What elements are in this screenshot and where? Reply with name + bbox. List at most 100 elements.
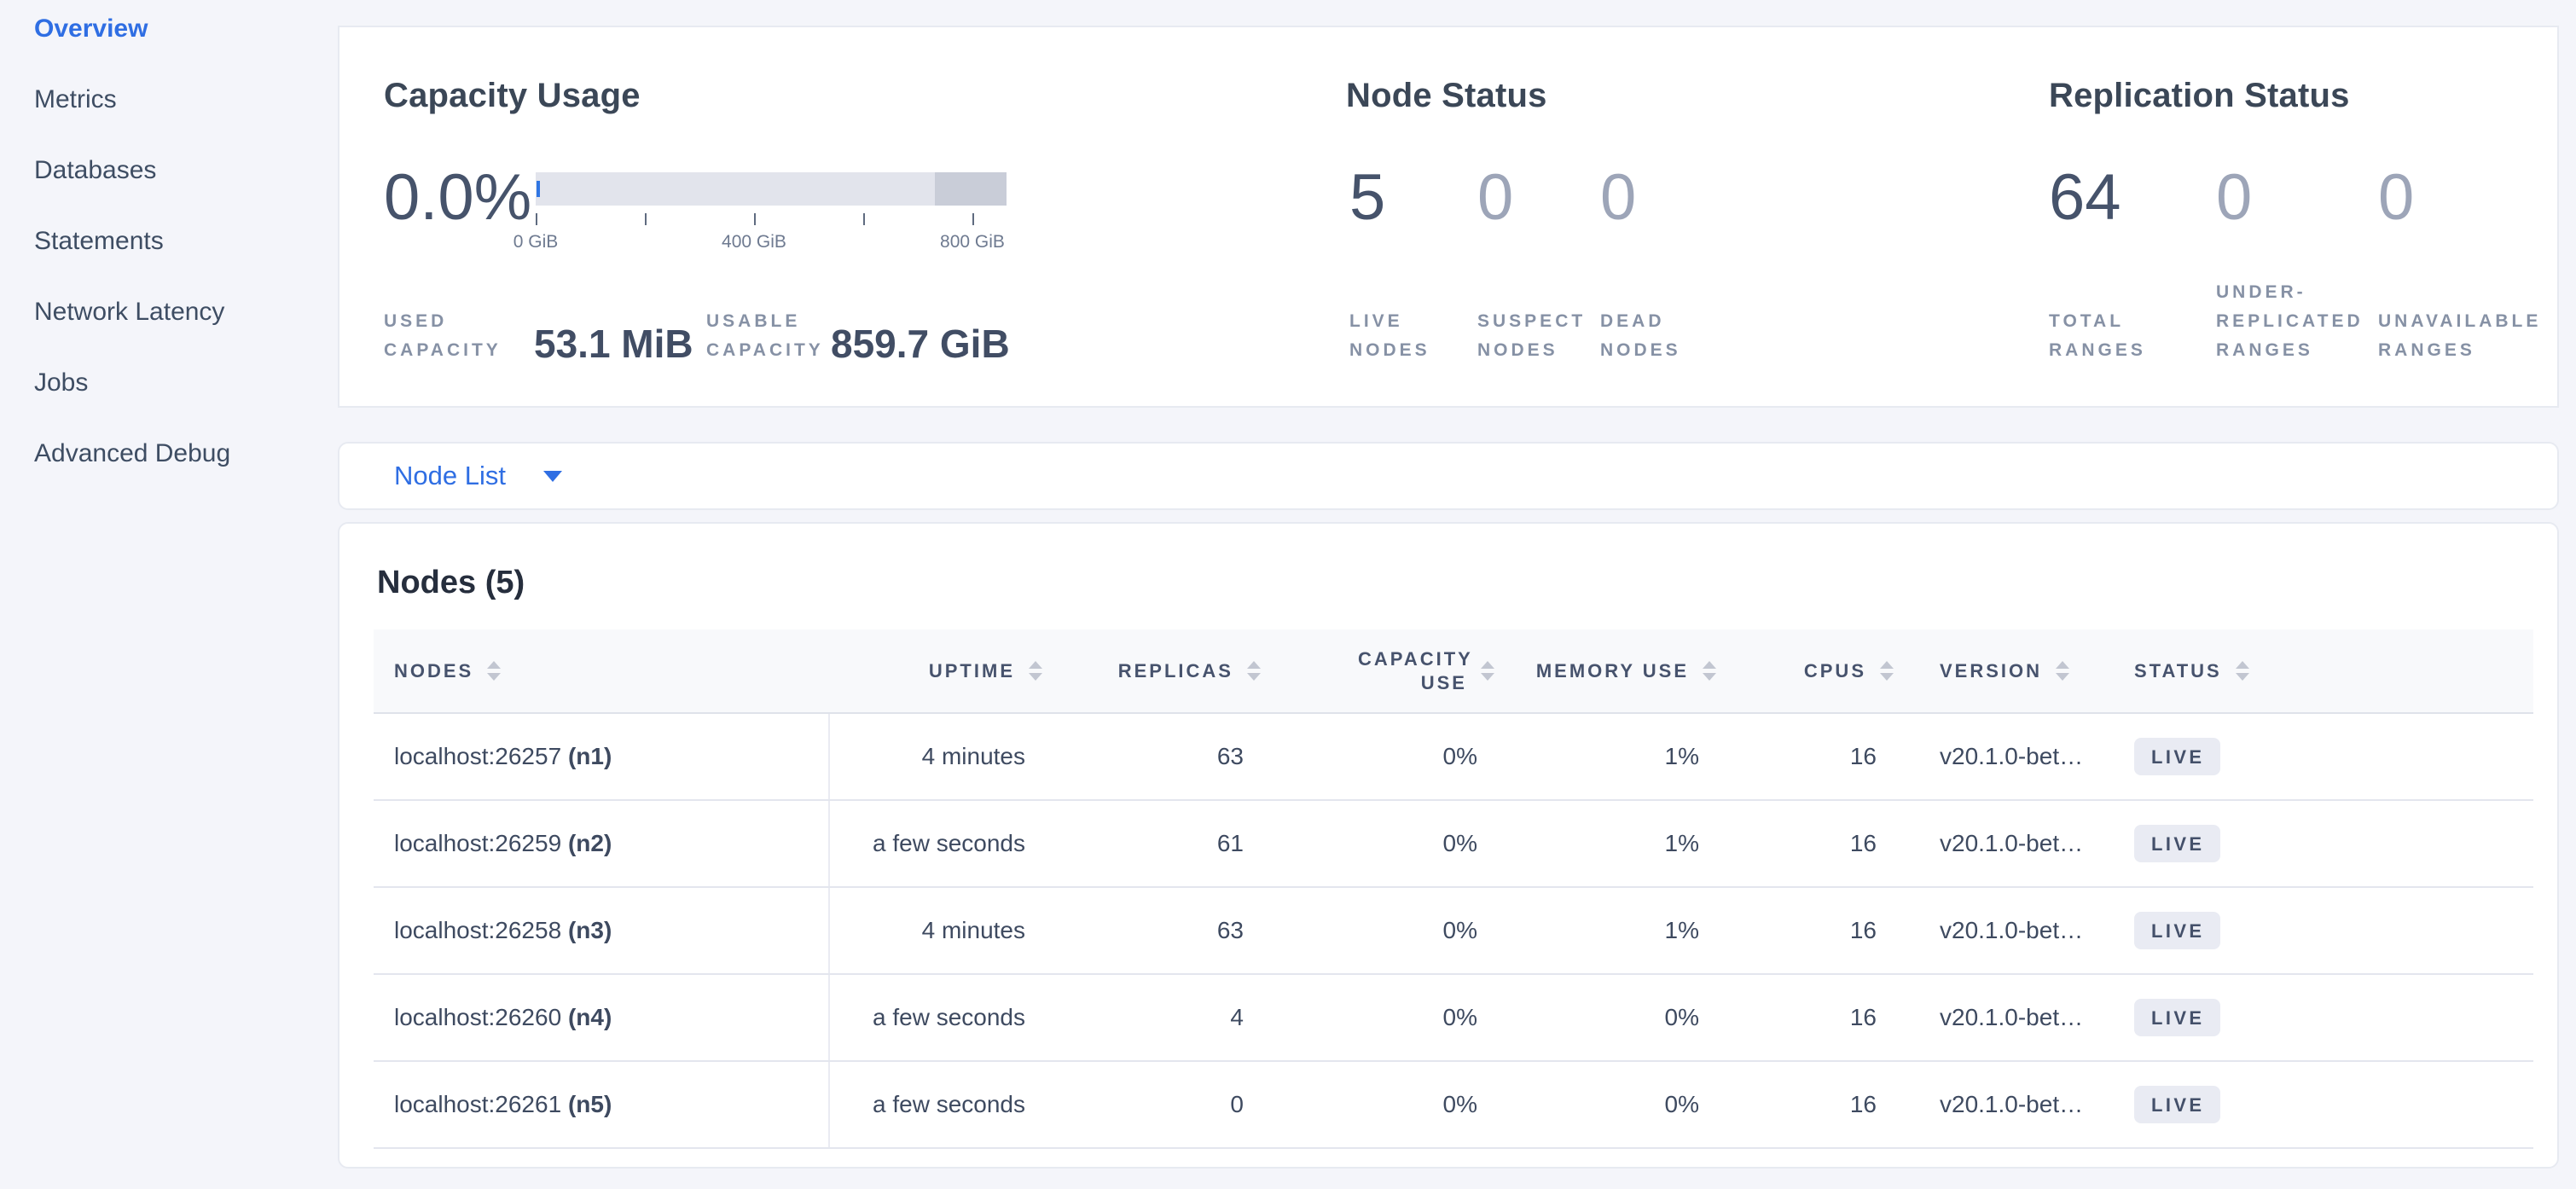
- table-header-row: NODES UPTIME REPLICAS: [374, 629, 2533, 714]
- node-id: (n4): [567, 1004, 612, 1030]
- memory-use-cell: 0%: [1498, 1061, 1720, 1149]
- table-row[interactable]: localhost:26260 (n4) a few seconds 4 0% …: [374, 974, 2533, 1062]
- usable-capacity-value: 859.7 GiB: [831, 322, 1010, 366]
- node-id: (n2): [567, 830, 612, 856]
- status-badge: LIVE: [2134, 912, 2220, 949]
- sidebar-item-advanced-debug[interactable]: Advanced Debug: [34, 439, 231, 467]
- memory-use-cell: 0%: [1498, 974, 1720, 1062]
- suspect-nodes-count: 0: [1477, 161, 1514, 234]
- unavailable-ranges-label: UNAVAILABLE RANGES: [2378, 311, 2542, 360]
- node-list-dropdown[interactable]: Node List: [339, 444, 2557, 508]
- node-address[interactable]: localhost:26260: [394, 1004, 562, 1030]
- cpus-cell: 16: [1720, 713, 1897, 801]
- cpus-cell: 16: [1720, 974, 1897, 1062]
- status-badge: LIVE: [2134, 825, 2220, 862]
- under-replicated-ranges-label: UNDER-REPLICATED RANGES: [2216, 282, 2364, 360]
- version-cell: v20.1.0-bet…: [1897, 887, 2110, 975]
- column-header-nodes[interactable]: NODES: [374, 629, 829, 714]
- live-nodes-count: 5: [1349, 161, 1386, 234]
- capacity-use-cell: 0%: [1264, 1061, 1498, 1149]
- replicas-cell: 4: [1046, 974, 1264, 1062]
- sort-icon[interactable]: [1703, 661, 1716, 681]
- sort-icon[interactable]: [487, 661, 502, 681]
- sort-icon[interactable]: [2056, 661, 2070, 681]
- capacity-usage-title: Capacity Usage: [384, 77, 641, 114]
- column-header-version[interactable]: VERSION: [1897, 629, 2110, 714]
- chevron-down-icon[interactable]: [542, 470, 562, 482]
- capacity-bar-used-indicator: [537, 181, 540, 197]
- node-address[interactable]: localhost:26257: [394, 743, 562, 769]
- used-capacity-label: USED CAPACITY: [384, 311, 502, 360]
- table-row[interactable]: localhost:26261 (n5) a few seconds 0 0% …: [374, 1061, 2533, 1149]
- capacity-use-cell: 0%: [1264, 974, 1498, 1062]
- suspect-nodes-label: SUSPECT NODES: [1477, 311, 1587, 360]
- sidebar-item-statements[interactable]: Statements: [34, 227, 164, 255]
- column-label: CAPACITY USE: [1358, 647, 1473, 693]
- node-list-dropdown-label[interactable]: Node List: [394, 461, 506, 490]
- axis-tick: [863, 213, 865, 225]
- status-badge: LIVE: [2134, 1086, 2220, 1123]
- dead-nodes-label: DEAD NODES: [1600, 311, 1681, 360]
- dead-nodes-count: 0: [1600, 161, 1637, 234]
- axis-tick: [972, 213, 974, 225]
- capacity-used-percent: 0.0%: [384, 161, 532, 234]
- sidebar-item-metrics[interactable]: Metrics: [34, 85, 117, 113]
- used-capacity-value: 53.1 MiB: [534, 322, 693, 366]
- version-cell: v20.1.0-bet…: [1897, 974, 2110, 1062]
- cpus-cell: 16: [1720, 800, 1897, 888]
- column-label: CPUS: [1803, 659, 1866, 682]
- node-id: (n5): [567, 1091, 612, 1117]
- sidebar-item-jobs[interactable]: Jobs: [34, 368, 89, 397]
- column-label: UPTIME: [928, 659, 1015, 682]
- column-label: NODES: [394, 659, 474, 682]
- table-row[interactable]: localhost:26258 (n3) 4 minutes 63 0% 1% …: [374, 887, 2533, 975]
- uptime-cell: a few seconds: [829, 800, 1046, 888]
- column-header-status[interactable]: STATUS: [2110, 629, 2533, 714]
- axis-tick: [754, 213, 756, 225]
- sidebar-item-databases[interactable]: Databases: [34, 156, 157, 184]
- sort-icon[interactable]: [1481, 661, 1494, 681]
- sidebar-item-overview[interactable]: Overview: [34, 14, 148, 43]
- capacity-bar-reserved-segment: [935, 172, 1007, 206]
- sort-icon[interactable]: [2235, 661, 2249, 681]
- uptime-cell: 4 minutes: [829, 713, 1046, 801]
- table-row[interactable]: localhost:26257 (n1) 4 minutes 63 0% 1% …: [374, 713, 2533, 801]
- sidebar-item-network-latency[interactable]: Network Latency: [34, 298, 225, 326]
- under-replicated-ranges-count: 0: [2216, 161, 2253, 234]
- capacity-usage-bar: [536, 172, 1007, 206]
- version-cell: v20.1.0-bet…: [1897, 1061, 2110, 1149]
- memory-use-cell: 1%: [1498, 713, 1720, 801]
- capacity-use-cell: 0%: [1264, 887, 1498, 975]
- node-id: (n1): [567, 743, 612, 769]
- total-ranges-label: TOTAL RANGES: [2049, 311, 2146, 360]
- column-header-memory-use[interactable]: MEMORY USE: [1498, 629, 1720, 714]
- column-label: REPLICAS: [1117, 659, 1233, 682]
- sort-icon[interactable]: [1880, 661, 1894, 681]
- column-header-replicas[interactable]: REPLICAS: [1046, 629, 1264, 714]
- node-status-title: Node Status: [1346, 77, 1547, 114]
- uptime-cell: 4 minutes: [829, 887, 1046, 975]
- unavailable-ranges-count: 0: [2378, 161, 2415, 234]
- replicas-cell: 63: [1046, 887, 1264, 975]
- table-row[interactable]: localhost:26259 (n2) a few seconds 61 0%…: [374, 800, 2533, 888]
- axis-label-800gib: 800 GiB: [940, 232, 1005, 252]
- sort-icon[interactable]: [1029, 661, 1042, 681]
- axis-tick: [645, 213, 647, 225]
- node-address[interactable]: localhost:26259: [394, 830, 562, 856]
- node-id: (n3): [567, 917, 612, 943]
- node-address[interactable]: localhost:26258: [394, 917, 562, 943]
- cpus-cell: 16: [1720, 887, 1897, 975]
- replicas-cell: 63: [1046, 713, 1264, 801]
- sort-icon[interactable]: [1247, 661, 1261, 681]
- column-header-uptime[interactable]: UPTIME: [829, 629, 1046, 714]
- axis-tick: [536, 213, 537, 225]
- column-header-cpus[interactable]: CPUS: [1720, 629, 1897, 714]
- status-badge: LIVE: [2134, 999, 2220, 1036]
- column-header-capacity-use[interactable]: CAPACITY USE: [1264, 629, 1498, 714]
- nodes-table-card: Nodes (5) NODES UPTIME: [338, 522, 2559, 1169]
- replication-status-title: Replication Status: [2049, 77, 2350, 114]
- uptime-cell: a few seconds: [829, 974, 1046, 1062]
- status-badge: LIVE: [2134, 738, 2220, 775]
- memory-use-cell: 1%: [1498, 800, 1720, 888]
- node-address[interactable]: localhost:26261: [394, 1091, 562, 1117]
